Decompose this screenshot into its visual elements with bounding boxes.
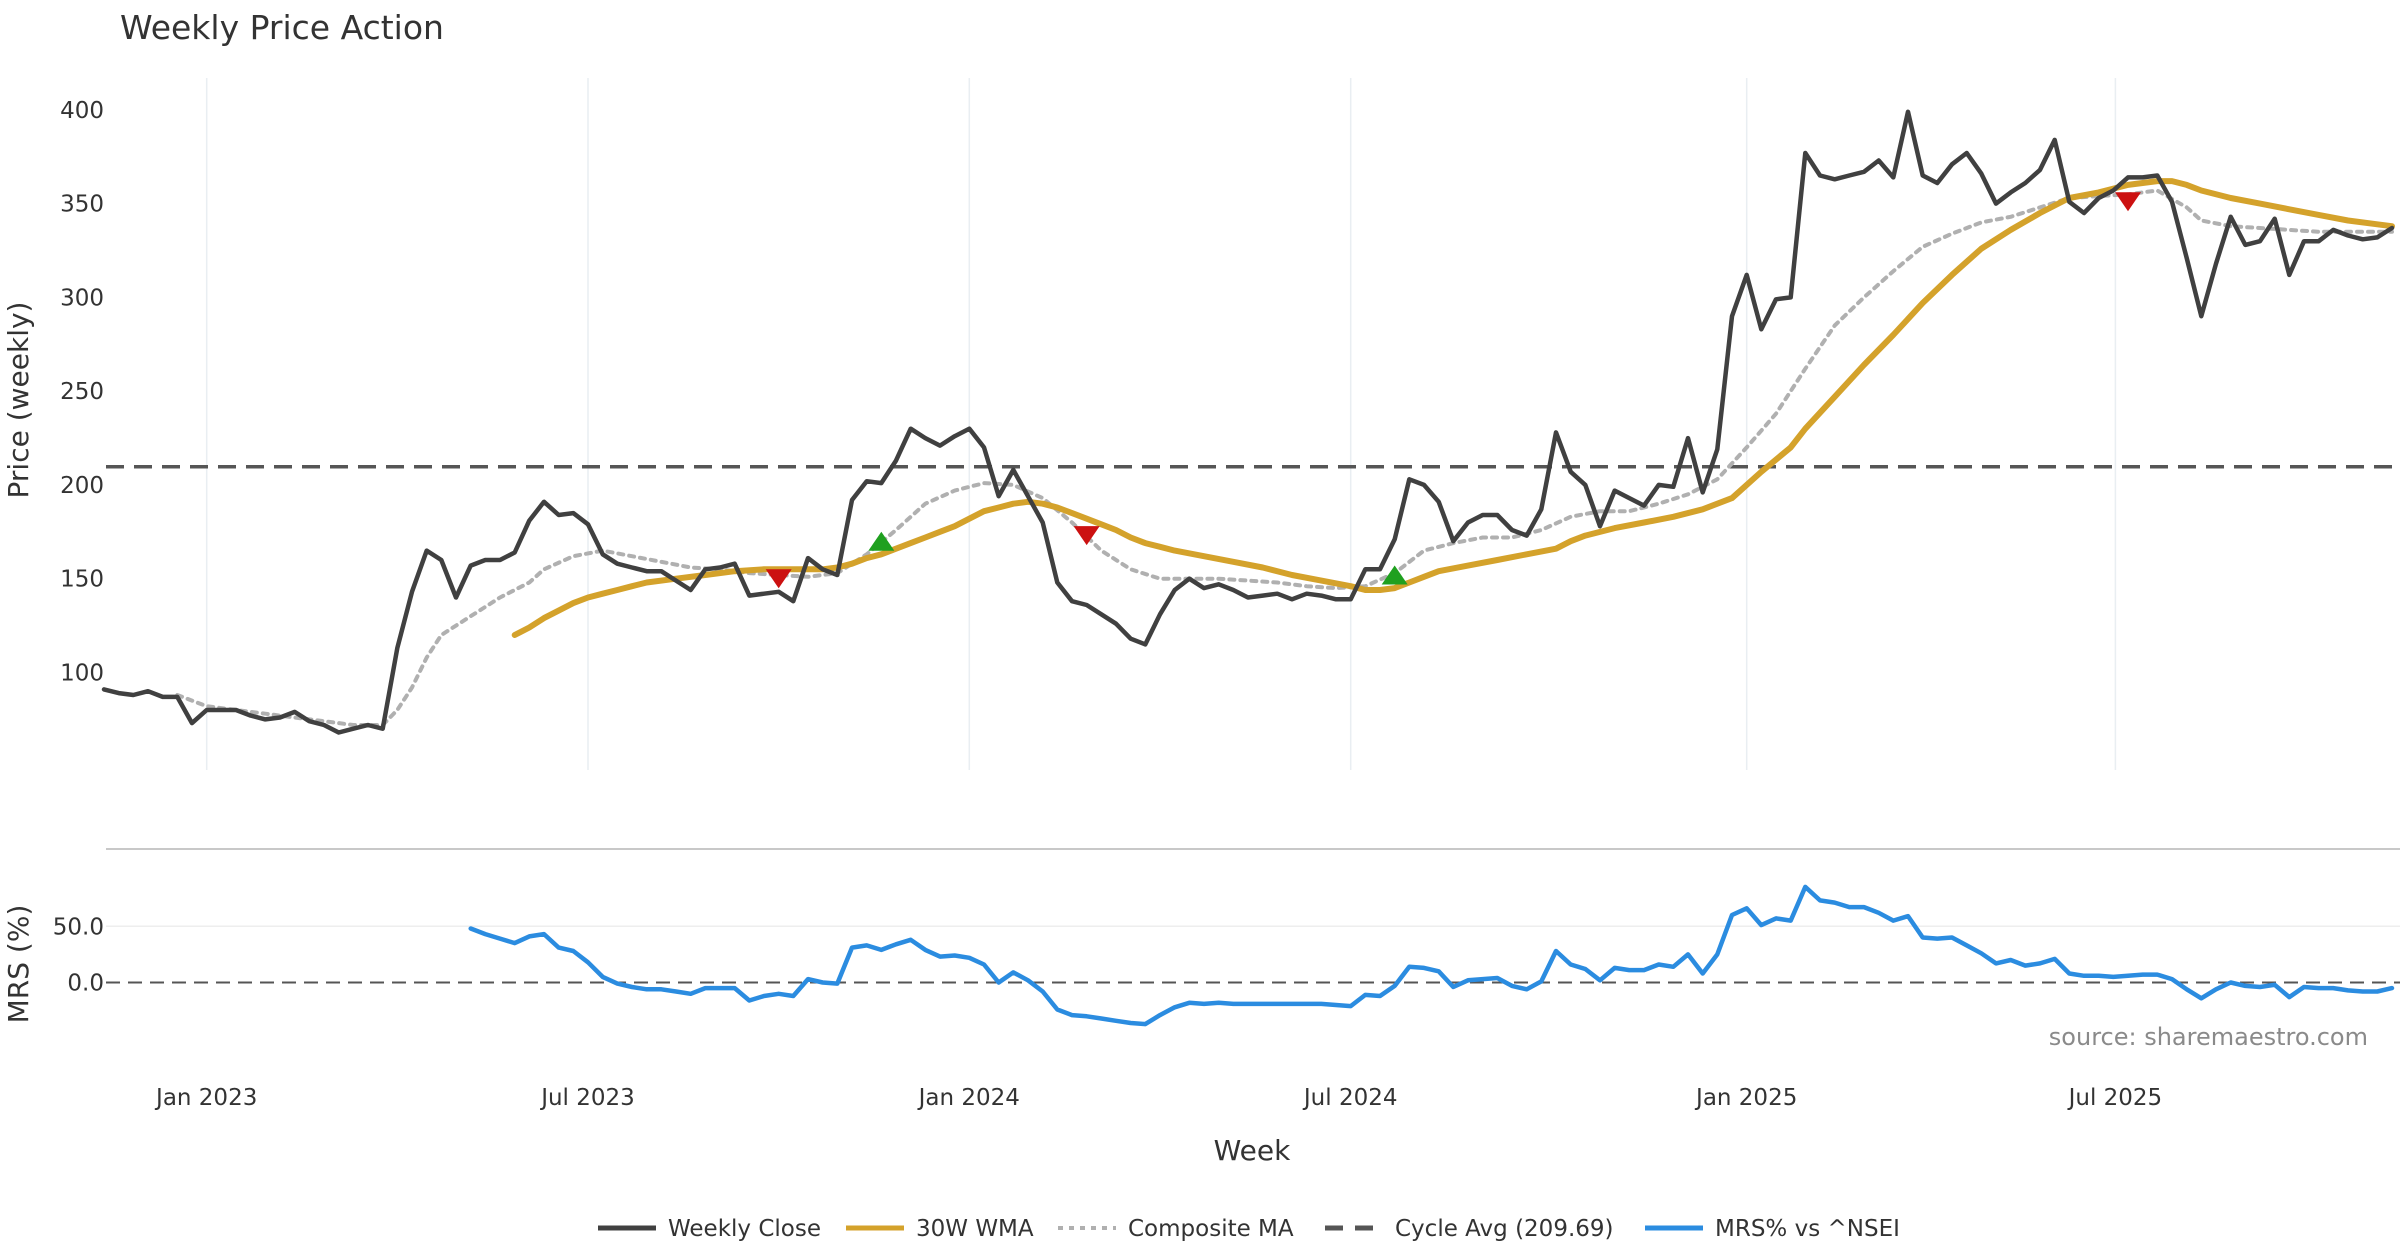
source-note: source: sharemaestro.com (2049, 1023, 2368, 1051)
x-tick-jan-2025: Jan 2025 (1694, 1085, 1797, 1111)
legend-label-composite-ma: Composite MA (1128, 1216, 1294, 1242)
signal-up-3 (1381, 565, 1408, 585)
x-tick-jul-2024: Jul 2024 (1302, 1085, 1398, 1111)
price-axis-title: Price (weekly) (2, 302, 35, 499)
signal-down-4 (2115, 192, 2141, 212)
signal-down-0 (765, 569, 792, 589)
legend-label-cycle-avg-209-69: Cycle Avg (209.69) (1395, 1216, 1614, 1242)
legend-item-cycle-avg-209-69: Cycle Avg (209.69) (1325, 1216, 1614, 1242)
price-y-tick-400: 400 (60, 98, 104, 124)
price-y-tick-350: 350 (60, 192, 104, 218)
legend-item-weekly-close: Weekly Close (598, 1216, 821, 1242)
series-weekly-close (101, 109, 2395, 735)
x-tick-jan-2023: Jan 2023 (154, 1085, 257, 1111)
mrs-axis-title: MRS (%) (2, 905, 35, 1024)
x-tick-jan-2024: Jan 2024 (917, 1085, 1020, 1111)
legend-item-30w-wma: 30W WMA (846, 1216, 1034, 1242)
legend-item-composite-ma: Composite MA (1058, 1216, 1294, 1242)
mrs-y-ticks: 50.0 0.0 (53, 914, 104, 996)
price-y-ticks: 100 150 200 250 300 350 400 (60, 98, 104, 687)
chart-legend: Weekly Close 30W WMA Composite MA Cycle Avg… (598, 1216, 1900, 1242)
signal-down-2 (1073, 526, 1100, 546)
mrs-series-layer (106, 884, 2400, 1027)
mrs-y-tick-50-0: 50.0 (53, 914, 104, 940)
legend-item-mrs-vs-nsei: MRS% vs ^NSEI (1645, 1216, 1900, 1242)
x-axis-ticks: Jan 2023 Jul 2023 Jan 2024 Jul 2024 Jan 2025… (154, 1085, 2162, 1111)
mrs-y-tick-0-0: 0.0 (67, 971, 104, 997)
signal-up-1 (868, 531, 895, 551)
series-composite-ma (175, 188, 2394, 727)
price-y-tick-150: 150 (60, 567, 104, 593)
x-tick-jul-2025: Jul 2025 (2067, 1085, 2163, 1111)
legend-label-weekly-close: Weekly Close (668, 1216, 821, 1242)
legend-label-mrs-vs-nsei: MRS% vs ^NSEI (1715, 1216, 1900, 1242)
legend-label-30w-wma: 30W WMA (916, 1216, 1034, 1242)
signal-markers (765, 192, 2141, 589)
x-tick-jul-2023: Jul 2023 (539, 1085, 635, 1111)
chart-title: Weekly Price Action (120, 8, 444, 47)
price-series-layer (101, 109, 2400, 735)
series-mrs-vs-nsei (468, 884, 2395, 1027)
price-y-tick-250: 250 (60, 379, 104, 405)
price-y-tick-100: 100 (60, 661, 104, 687)
price-y-tick-300: 300 (60, 285, 104, 311)
x-axis-title: Week (1214, 1134, 1291, 1167)
price-y-tick-200: 200 (60, 473, 104, 499)
series-30w-wma (511, 178, 2395, 638)
